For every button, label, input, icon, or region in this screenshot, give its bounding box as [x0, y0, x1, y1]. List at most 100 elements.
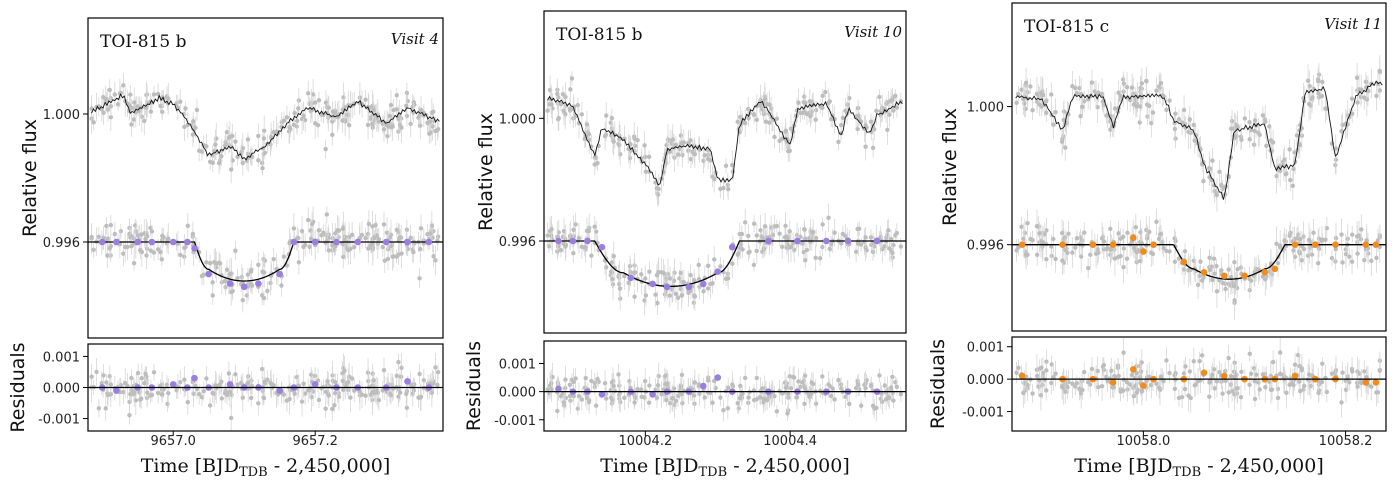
- binned-flux-point: [569, 237, 577, 245]
- raw-flux-point: [643, 169, 649, 174]
- residual-point: [1154, 381, 1159, 386]
- residual-point: [1111, 385, 1116, 390]
- residual-point: [265, 377, 270, 382]
- detrended-flux-point: [213, 260, 218, 266]
- residual-point: [118, 383, 124, 388]
- detrended-flux-point: [1051, 236, 1056, 242]
- detrended-flux-point: [129, 243, 134, 249]
- raw-flux-point: [802, 94, 807, 99]
- residual-point: [639, 387, 644, 392]
- residual-point: [330, 406, 335, 412]
- detrended-flux-point: [779, 244, 785, 250]
- residual-point: [301, 381, 306, 386]
- detrended-flux-point: [376, 236, 382, 242]
- raw-flux-point: [863, 123, 868, 128]
- raw-flux-point: [160, 109, 165, 115]
- detrended-flux-point: [178, 252, 183, 258]
- raw-flux-point: [1181, 107, 1187, 113]
- raw-flux-point: [575, 103, 581, 108]
- residual-point: [219, 379, 224, 385]
- residual-point: [828, 393, 834, 399]
- raw-flux-point: [723, 163, 729, 169]
- detrended-flux-point: [1112, 256, 1118, 261]
- residual-point: [576, 393, 582, 399]
- detrended-flux-point: [1339, 232, 1344, 237]
- residual-point: [216, 382, 222, 388]
- residual-point: [772, 393, 777, 399]
- residual-point: [794, 395, 799, 400]
- raw-flux-point: [617, 143, 622, 148]
- detrended-flux-point: [1354, 234, 1360, 239]
- binned-flux-point: [1150, 241, 1157, 248]
- detrended-flux-point: [207, 260, 213, 266]
- detrended-flux-point: [1085, 265, 1091, 271]
- residual-point: [1172, 386, 1178, 392]
- residual-point: [1211, 367, 1217, 372]
- detrended-flux-point: [128, 235, 133, 240]
- raw-flux-point: [1192, 138, 1197, 143]
- raw-flux-point: [302, 117, 308, 123]
- residual-point: [1339, 400, 1344, 405]
- raw-flux-point: [155, 91, 161, 97]
- detrended-flux-point: [96, 234, 102, 240]
- residual-point: [142, 380, 147, 386]
- residual-point: [165, 401, 170, 407]
- raw-flux-point: [1030, 107, 1035, 113]
- detrended-flux-point: [673, 291, 679, 297]
- raw-flux-point: [1290, 183, 1296, 188]
- detrended-flux-point: [333, 231, 338, 236]
- residual-point: [785, 391, 791, 397]
- raw-flux-point: [870, 145, 876, 151]
- raw-flux-point: [1016, 91, 1021, 97]
- detrended-flux-point: [1049, 244, 1054, 249]
- raw-flux-point: [166, 96, 171, 101]
- binned-flux-point: [191, 245, 198, 252]
- raw-flux-point: [855, 126, 860, 132]
- residual-point: [735, 401, 740, 406]
- binned-flux-point: [1140, 248, 1147, 255]
- residual-point: [330, 378, 335, 383]
- raw-flux-point: [772, 134, 777, 140]
- raw-flux-point: [1188, 130, 1193, 136]
- residual-y-tick-label: 0.000: [43, 382, 80, 397]
- detrended-flux-point: [746, 250, 751, 255]
- detrended-flux-point: [240, 297, 246, 303]
- raw-flux-point: [1124, 85, 1130, 90]
- raw-flux-point: [1120, 77, 1126, 82]
- binned-flux-point: [404, 238, 411, 246]
- binned-residual-point: [699, 382, 707, 390]
- residual-point: [199, 395, 205, 400]
- residual-point: [94, 369, 99, 375]
- raw-flux-point: [1239, 137, 1244, 142]
- raw-flux-point: [404, 103, 409, 109]
- residual-point: [235, 382, 240, 387]
- raw-flux-point: [1277, 168, 1283, 174]
- residual-point: [832, 397, 837, 402]
- detrended-flux-point: [319, 233, 324, 238]
- detrended-flux-point: [1207, 267, 1213, 273]
- raw-flux-point: [1037, 102, 1042, 107]
- raw-flux-point: [1282, 157, 1287, 162]
- raw-flux-point: [646, 154, 652, 159]
- raw-flux-point: [404, 113, 410, 119]
- raw-flux-point: [813, 117, 818, 122]
- residual-point: [843, 394, 848, 400]
- x-tick-label: 9657.0: [150, 434, 196, 449]
- raw-flux-point: [563, 111, 568, 117]
- x-axis-label: Time [BJDTDB - 2,450,000]: [141, 455, 391, 480]
- raw-flux-point: [296, 106, 301, 111]
- raw-flux-point: [545, 108, 550, 113]
- detrended-flux-point: [210, 293, 215, 298]
- binned-flux-point: [728, 243, 736, 251]
- residual-point: [611, 383, 616, 389]
- residual-point: [262, 379, 267, 385]
- raw-flux-point: [371, 107, 376, 113]
- residual-point: [1226, 355, 1231, 361]
- residual-point: [1239, 369, 1244, 375]
- detrended-flux-point: [105, 253, 110, 258]
- detrended-flux-point: [723, 276, 729, 282]
- detrended-flux-point: [139, 232, 144, 237]
- detrended-flux-point: [342, 234, 348, 240]
- raw-flux-point: [891, 108, 896, 113]
- residual-point: [1183, 364, 1188, 369]
